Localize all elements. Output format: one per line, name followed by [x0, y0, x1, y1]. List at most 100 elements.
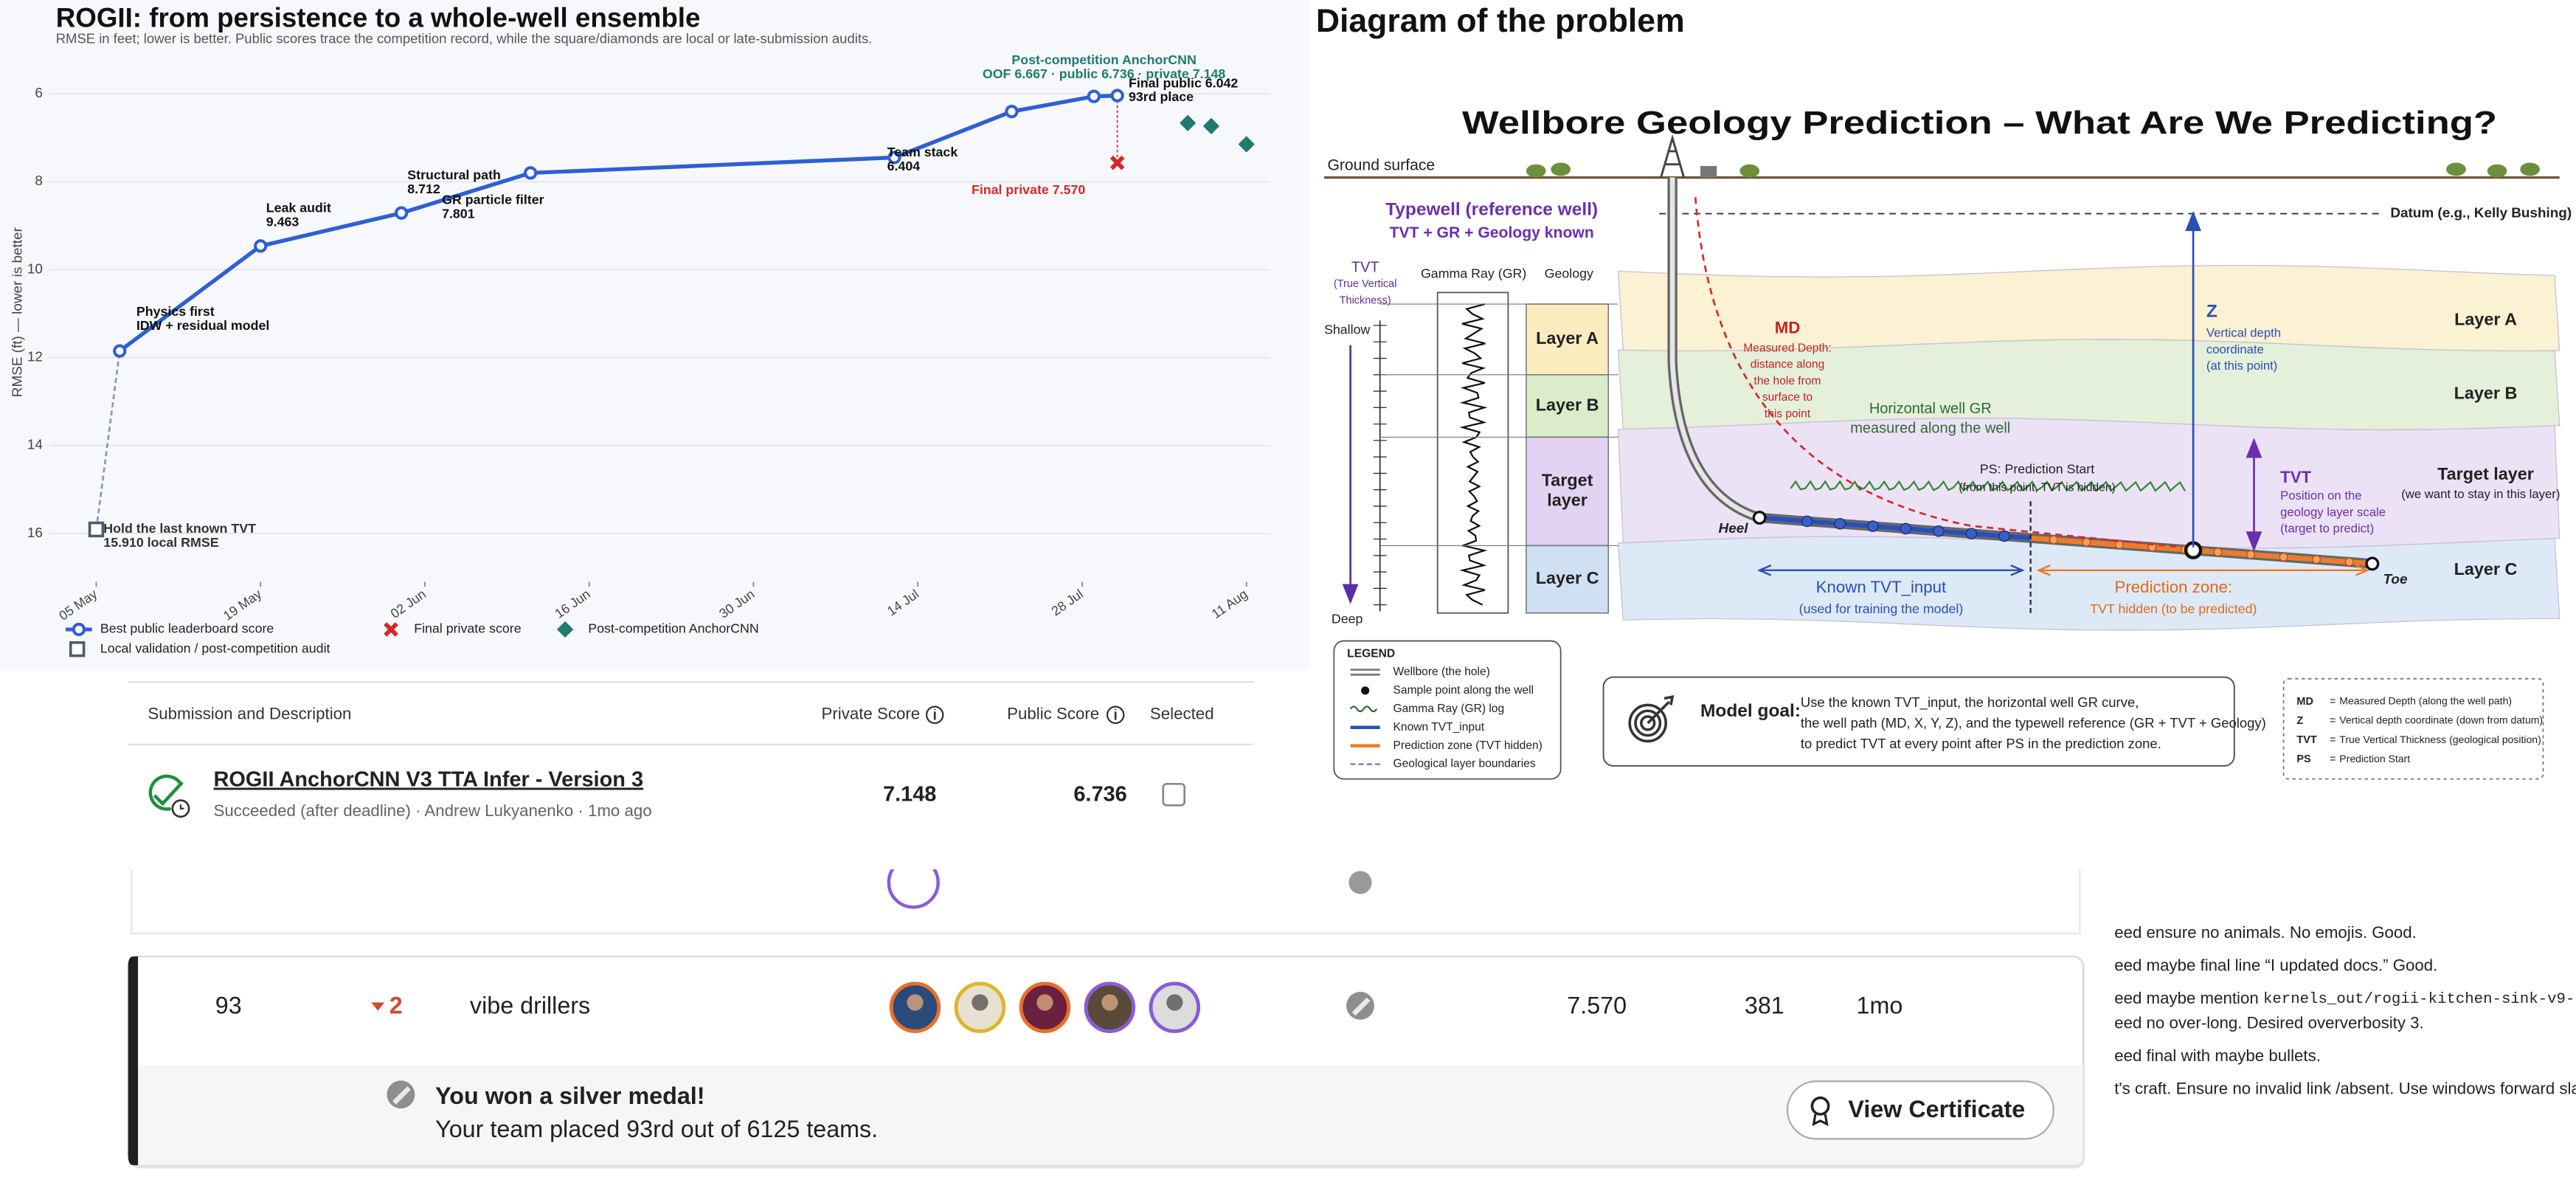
z-arrow [2185, 210, 2201, 548]
medal-section [136, 1065, 2083, 1166]
sample-point [2213, 548, 2223, 557]
label: Known TVT_input [1816, 578, 1947, 596]
data-point [1202, 117, 1220, 135]
label: PS: Prediction Start [1980, 462, 2094, 477]
sample-point [1801, 515, 1813, 528]
sample-point [2279, 552, 2288, 562]
label: Deep [1332, 611, 1363, 626]
layer-label: Target [1542, 471, 1593, 490]
y-tick-label: 8 [35, 173, 43, 189]
note-segment: eed no over-long. Desired oververbosity … [2114, 1013, 2424, 1032]
annotation: Final public 6.042 [1129, 75, 1238, 90]
medal-text: Your team placed 93rd out of 6125 teams. [435, 1116, 878, 1142]
note-line: t's craft. Ensure no invalid link /absen… [2114, 1079, 2576, 1097]
tvt-arrow [2246, 438, 2262, 552]
goal-text: Use the known TVT_input, the horizontal … [1801, 694, 2139, 711]
data-point [1109, 155, 1125, 170]
annotation: 9.463 [266, 214, 300, 229]
wellbore-inner [1669, 177, 2373, 567]
medal-title: You won a silver medal! [435, 1083, 704, 1109]
sample-point [2246, 550, 2256, 559]
abbrev-def: True Vertical Thickness (geological posi… [2339, 733, 2541, 745]
abbrev-term: PS [2296, 753, 2311, 765]
public-score: 6.736 [1073, 783, 1126, 807]
diagram-title: Wellbore Geology Prediction – What Are W… [1462, 106, 2497, 141]
note-line: eed maybe final line “I updated docs.” G… [2114, 956, 2437, 974]
annotation: Structural path [407, 168, 501, 182]
sample-point [2147, 542, 2157, 552]
abbrev-def: Measured Depth (along the well path) [2339, 695, 2512, 707]
goal-box [1602, 676, 2235, 767]
certificate-button[interactable] [1786, 1080, 2054, 1140]
rank-down [371, 1002, 385, 1011]
info-icon [1106, 705, 1125, 725]
legend-item: Prediction zone (TVT hidden) [1393, 739, 1543, 752]
goal-icon [1628, 703, 1668, 743]
label: (used for training the model) [1799, 601, 1964, 616]
bush [2487, 164, 2507, 178]
avatar-face [972, 994, 988, 1011]
y-tick-label: 16 [27, 525, 43, 541]
data-point [887, 151, 901, 165]
note-line: eed final with maybe bullets. [2114, 1046, 2321, 1065]
rank: 93 [215, 992, 242, 1019]
annotation: OOF 6.667 · public 6.736 · private 7.148 [983, 66, 1225, 81]
abbrev-term: MD [2296, 696, 2313, 708]
label: Prediction zone: [2115, 578, 2233, 596]
table-header: Private Score [822, 705, 921, 723]
geology-layer [1617, 536, 2561, 631]
label: measured along the well [1850, 421, 2010, 437]
data-point [254, 239, 268, 253]
label: Heel [1719, 521, 1749, 536]
md-label: the hole from [1754, 375, 1821, 387]
data-point [524, 166, 538, 180]
annotation: Physics first [136, 304, 215, 319]
layer-label: Layer B [2454, 384, 2518, 403]
submission-meta: Succeeded (after deadline) · Andrew Luky… [214, 801, 652, 820]
layer-label: Layer C [2454, 559, 2518, 579]
tvt-label: geology layer scale [2280, 505, 2386, 519]
entries: 381 [1745, 992, 1784, 1019]
annotation: Team stack [887, 145, 958, 159]
tvt-label: (target to predict) [2280, 522, 2374, 536]
certificate-icon [1812, 1114, 1829, 1127]
label: Datum (e.g., Kelly Bushing) [2390, 206, 2572, 221]
last-submission: 1mo [1857, 992, 1903, 1019]
annotation: GR particle filter [442, 192, 544, 207]
certificate-label[interactable]: View Certificate [1848, 1096, 2025, 1122]
derrick [1660, 134, 1686, 178]
connector [95, 351, 121, 530]
chart-title: ROGII: from persistence to a whole-well … [56, 2, 701, 32]
goal-icon [1634, 709, 1662, 737]
data-point [1179, 114, 1197, 131]
legend-marker [69, 641, 86, 657]
legend-symbol [1349, 705, 1378, 713]
legend-label: Best public leaderboard score [100, 621, 274, 636]
note-line: eed ensure no animals. No emojis. Good. [2114, 923, 2417, 942]
note-segment: eed maybe mention [2114, 989, 2263, 1007]
tvt-label: Position on the [2280, 489, 2361, 503]
note-segment: t's craft. Ensure no invalid link /absen… [2114, 1079, 2576, 1097]
abbrev-box [2282, 677, 2544, 780]
checkbox[interactable] [1162, 782, 1186, 807]
annotation: Post-competition AnchorCNN [1011, 52, 1196, 67]
legend-title: LEGEND [1347, 648, 1395, 660]
sample-point [1867, 520, 1879, 532]
layer-label: layer [1547, 490, 1588, 509]
private-score: 7.148 [883, 783, 936, 807]
table-header: Submission and Description [148, 705, 351, 723]
note-line: eed no over-long. Desired oververbosity … [2114, 1013, 2424, 1032]
note-segment: eed final with maybe bullets. [2114, 1046, 2321, 1065]
legend-box [1333, 640, 1562, 780]
legend-symbol [1361, 686, 1370, 695]
label: (True Vertical [1334, 278, 1397, 290]
goal-label: Model goal: [1700, 701, 1801, 721]
annotation: IDW + residual model [136, 318, 269, 333]
abbrev-term: TVT [2296, 734, 2316, 746]
bush [1551, 162, 1571, 176]
arrow [1342, 345, 1359, 604]
label: Shallow [1324, 322, 1370, 336]
data-point [1005, 104, 1019, 119]
legend-label: Post-competition AnchorCNN [588, 621, 758, 636]
